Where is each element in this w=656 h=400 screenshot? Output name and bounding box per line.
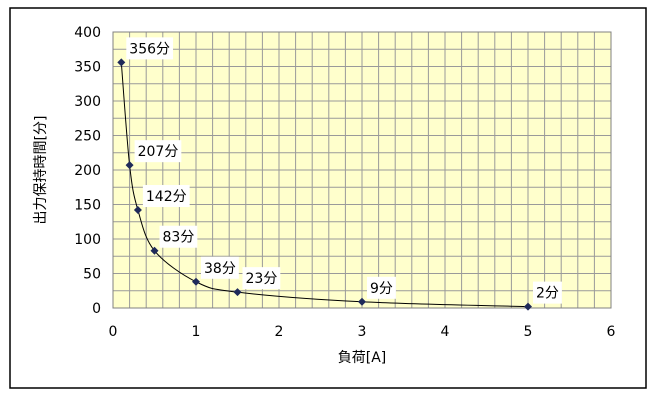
data-labels: 356分 207分 142分 83分 38分 23分 9分 2分 <box>126 37 562 304</box>
y-tick-label: 350 <box>74 60 101 76</box>
data-label: 2分 <box>533 281 562 304</box>
data-label-text: 83分 <box>163 230 195 246</box>
x-axis-ticks: 0 1 2 3 4 5 6 <box>109 324 616 340</box>
y-tick-label: 400 <box>74 25 101 41</box>
data-label: 356分 <box>126 37 174 60</box>
x-axis-label: 負荷[A] <box>338 350 387 366</box>
data-point <box>133 206 142 215</box>
x-tick-label: 4 <box>441 324 450 340</box>
data-point <box>358 297 366 306</box>
data-point <box>125 161 134 170</box>
y-axis-label: 出力保持時間[分] <box>33 116 49 225</box>
data-label-text: 38分 <box>204 261 236 277</box>
data-label-background <box>242 267 281 290</box>
y-tick-label: 0 <box>92 301 101 317</box>
data-label-background <box>159 225 198 248</box>
data-label-background <box>201 256 239 279</box>
x-tick-label: 3 <box>358 324 367 340</box>
data-label-background <box>533 281 562 304</box>
data-point <box>150 246 159 255</box>
plot-border <box>112 31 612 309</box>
data-label-text: 356分 <box>129 41 170 57</box>
y-tick-label: 150 <box>74 198 101 214</box>
x-tick-label: 5 <box>524 324 533 340</box>
data-label: 38分 <box>201 256 239 279</box>
data-label-background <box>134 140 182 163</box>
x-tick-label: 0 <box>109 324 118 340</box>
data-label-background <box>126 37 174 60</box>
x-tick-label: 1 <box>192 324 201 340</box>
x-tick-label: 6 <box>607 324 616 340</box>
y-tick-label: 200 <box>74 163 101 179</box>
data-label-background <box>367 276 396 299</box>
y-tick-label: 250 <box>74 129 101 145</box>
y-tick-label: 300 <box>74 94 101 110</box>
data-point <box>117 58 126 67</box>
x-tick-label: 2 <box>275 324 284 340</box>
data-label-text: 23分 <box>246 271 278 287</box>
data-label-text: 9分 <box>370 281 393 297</box>
y-tick-label: 100 <box>74 232 101 248</box>
y-axis-ticks: 0 50 100 150 200 250 300 350 400 <box>74 25 101 317</box>
data-label-text: 2分 <box>536 286 559 302</box>
data-label: 9分 <box>367 276 396 299</box>
data-label-background <box>142 185 190 208</box>
data-label: 207分 <box>134 140 182 163</box>
data-label: 142分 <box>142 185 190 208</box>
data-point <box>524 302 532 311</box>
y-tick-label: 50 <box>83 267 101 283</box>
data-point <box>192 277 200 286</box>
data-label-text: 207分 <box>138 144 179 160</box>
data-label: 23分 <box>242 267 281 290</box>
data-label-text: 142分 <box>146 189 187 205</box>
data-label: 83分 <box>159 225 198 248</box>
series-markers <box>117 58 532 311</box>
data-point <box>233 288 242 297</box>
grid-lines <box>113 32 611 308</box>
